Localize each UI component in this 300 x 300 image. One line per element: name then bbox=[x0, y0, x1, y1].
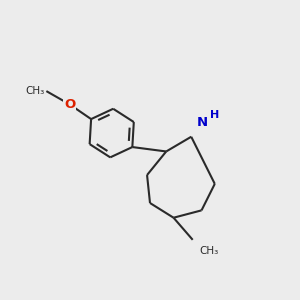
Text: CH₃: CH₃ bbox=[26, 86, 45, 96]
Text: H: H bbox=[210, 110, 219, 120]
Text: CH₃: CH₃ bbox=[200, 246, 219, 256]
Text: N: N bbox=[196, 116, 208, 128]
Text: O: O bbox=[64, 98, 75, 111]
